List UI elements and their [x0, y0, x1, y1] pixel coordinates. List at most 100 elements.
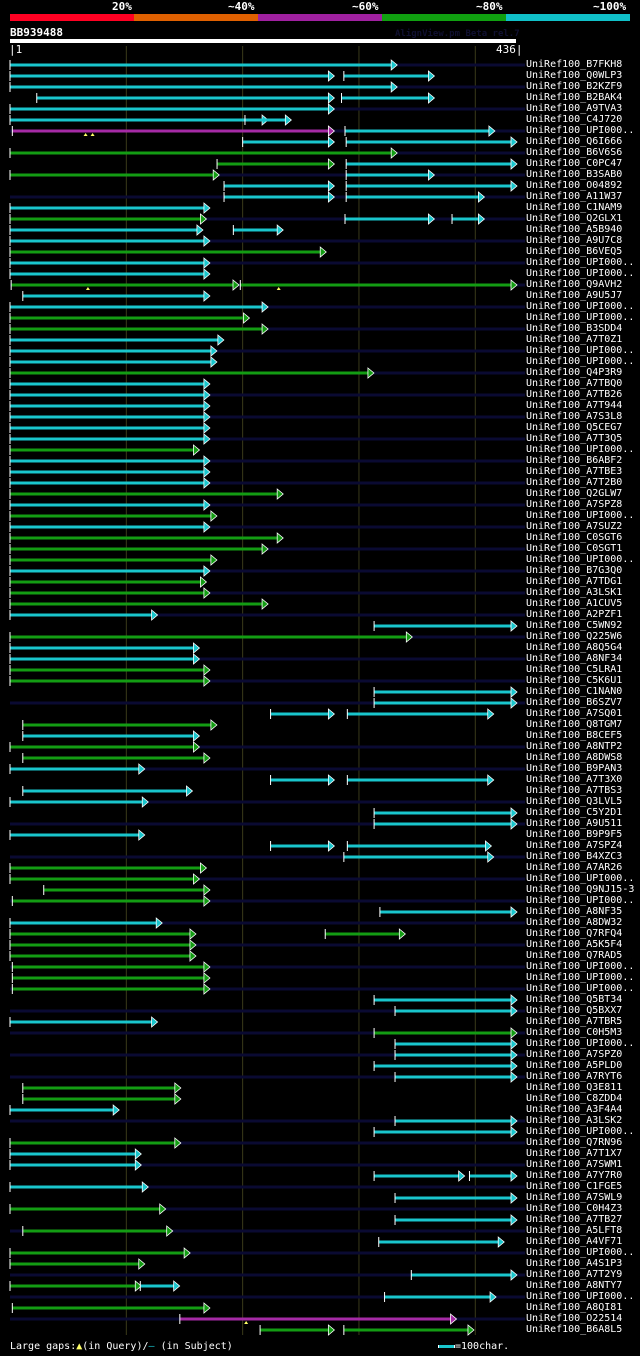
hit-label[interactable]: UniRef100_A7TDG1 [526, 576, 623, 587]
hit-label[interactable]: UniRef100_A7Y7R0 [526, 1170, 623, 1181]
hit-label[interactable]: UniRef100_C5Y2D1 [526, 807, 623, 818]
hit-label[interactable]: UniRef100_Q5CEG7 [526, 422, 623, 433]
hit-label[interactable]: UniRef100_A8NTY7 [526, 1280, 623, 1291]
hit-label[interactable]: UniRef100_B9P9F5 [526, 829, 623, 840]
hit-label[interactable]: UniRef100_C5K6U1 [526, 675, 623, 686]
hit-label[interactable]: UniRef100_A8DW32 [526, 917, 623, 928]
hit-label[interactable]: UniRef100_Q225W6 [526, 631, 623, 642]
hit-label[interactable]: UniRef100_C1NAN0 [526, 686, 623, 697]
hit-label[interactable]: UniRef100_A8Q5G4 [526, 642, 623, 653]
hit-label[interactable]: UniRef100_A8QI81 [526, 1302, 623, 1313]
hit-label[interactable]: UniRef100_A7TBS3 [526, 785, 623, 796]
hit-label[interactable]: UniRef100_A5LFT8 [526, 1225, 623, 1236]
hit-label[interactable]: UniRef100_Q4P3R9 [526, 367, 623, 378]
hit-label[interactable]: UniRef100_UPI000.. [526, 1126, 635, 1137]
hit-label[interactable]: UniRef100_A7SWM1 [526, 1159, 623, 1170]
hit-label[interactable]: UniRef100_B3SAB0 [526, 169, 623, 180]
hit-label[interactable]: UniRef100_Q0WLP3 [526, 70, 623, 81]
hit-label[interactable]: UniRef100_UPI000.. [526, 257, 635, 268]
hit-label[interactable]: UniRef100_Q5BXX7 [526, 1005, 623, 1016]
hit-label[interactable]: UniRef100_UPI000.. [526, 1291, 635, 1302]
hit-label[interactable]: UniRef100_UPI000.. [526, 125, 635, 136]
hit-label[interactable]: UniRef100_UPI000.. [526, 961, 635, 972]
hit-label[interactable]: UniRef100_A8NTP2 [526, 741, 623, 752]
hit-label[interactable]: UniRef100_B2BAK4 [526, 92, 623, 103]
hit-label[interactable]: UniRef100_Q6I666 [526, 136, 623, 147]
hit-label[interactable]: UniRef100_A9U511 [526, 818, 623, 829]
hit-label[interactable]: UniRef100_UPI000.. [526, 510, 635, 521]
hit-label[interactable]: UniRef100_A7TB26 [526, 389, 623, 400]
hit-label[interactable]: UniRef100_A7S3L8 [526, 411, 623, 422]
hit-label[interactable]: UniRef100_A8NF35 [526, 906, 623, 917]
hit-label[interactable]: UniRef100_UPI000.. [526, 1247, 635, 1258]
hit-label[interactable]: UniRef100_A7TBQ0 [526, 378, 623, 389]
hit-label[interactable]: UniRef100_UPI000.. [526, 312, 635, 323]
hit-label[interactable]: UniRef100_Q7RN96 [526, 1137, 623, 1148]
hit-label[interactable]: UniRef100_Q9AVH2 [526, 279, 623, 290]
hit-label[interactable]: UniRef100_O22514 [526, 1313, 623, 1324]
hit-label[interactable]: UniRef100_C4J720 [526, 114, 623, 125]
hit-label[interactable]: UniRef100_A8DWS8 [526, 752, 623, 763]
hit-label[interactable]: UniRef100_A4S1P3 [526, 1258, 623, 1269]
hit-label[interactable]: UniRef100_Q2GLW7 [526, 488, 623, 499]
hit-label[interactable]: UniRef100_Q7RAD5 [526, 950, 623, 961]
hit-label[interactable]: UniRef100_C1NAM9 [526, 202, 623, 213]
hit-label[interactable]: UniRef100_A7TBR5 [526, 1016, 623, 1027]
hit-label[interactable]: UniRef100_C5LRA1 [526, 664, 623, 675]
hit-label[interactable]: UniRef100_Q7RFQ4 [526, 928, 623, 939]
hit-label[interactable]: UniRef100_Q3E811 [526, 1082, 623, 1093]
hit-label[interactable]: UniRef100_UPI000.. [526, 301, 635, 312]
hit-label[interactable]: UniRef100_B7FKH8 [526, 59, 623, 70]
hit-label[interactable]: UniRef100_UPI000.. [526, 345, 635, 356]
hit-label[interactable]: UniRef100_UPI000.. [526, 983, 635, 994]
hit-label[interactable]: UniRef100_B6VEQ5 [526, 246, 623, 257]
hit-label[interactable]: UniRef100_C1FGE5 [526, 1181, 623, 1192]
hit-label[interactable]: UniRef100_A7RYT6 [526, 1071, 623, 1082]
hit-label[interactable]: UniRef100_C8ZDD4 [526, 1093, 623, 1104]
hit-label[interactable]: UniRef100_A7T2B0 [526, 477, 623, 488]
hit-label[interactable]: UniRef100_UPI000.. [526, 554, 635, 565]
hit-label[interactable]: UniRef100_A7TBE3 [526, 466, 623, 477]
hit-label[interactable]: UniRef100_B8CEF5 [526, 730, 623, 741]
hit-label[interactable]: UniRef100_A3LSK2 [526, 1115, 623, 1126]
hit-label[interactable]: UniRef100_A2PZF1 [526, 609, 623, 620]
hit-label[interactable]: UniRef100_A5B940 [526, 224, 623, 235]
hit-label[interactable]: UniRef100_B2KZF9 [526, 81, 623, 92]
hit-label[interactable]: UniRef100_A9U7C8 [526, 235, 623, 246]
hit-label[interactable]: UniRef100_UPI000.. [526, 444, 635, 455]
hit-label[interactable]: UniRef100_A11W37 [526, 191, 623, 202]
hit-label[interactable]: UniRef100_Q3LVL5 [526, 796, 623, 807]
hit-label[interactable]: UniRef100_A7SPZ8 [526, 499, 623, 510]
hit-label[interactable]: UniRef100_UPI000.. [526, 1038, 635, 1049]
hit-label[interactable]: UniRef100_A7SPZ0 [526, 1049, 623, 1060]
hit-label[interactable]: UniRef100_Q9NJ15-3 [526, 884, 635, 895]
hit-label[interactable]: UniRef100_C0SGT6 [526, 532, 623, 543]
hit-label[interactable]: UniRef100_C0H5M3 [526, 1027, 623, 1038]
hit-label[interactable]: UniRef100_B6SZV7 [526, 697, 623, 708]
hit-label[interactable]: UniRef100_B6ABF2 [526, 455, 623, 466]
hit-label[interactable]: UniRef100_A7AR26 [526, 862, 623, 873]
hit-label[interactable]: UniRef100_A7T0Z1 [526, 334, 623, 345]
hit-label[interactable]: UniRef100_A7SQ01 [526, 708, 623, 719]
hit-label[interactable]: UniRef100_UPI000.. [526, 895, 635, 906]
hit-label[interactable]: UniRef100_B3SDD4 [526, 323, 623, 334]
hit-label[interactable]: UniRef100_A7T1X7 [526, 1148, 623, 1159]
hit-label[interactable]: UniRef100_A7TB27 [526, 1214, 623, 1225]
hit-label[interactable]: UniRef100_UPI000.. [526, 268, 635, 279]
hit-label[interactable]: UniRef100_A3F4A4 [526, 1104, 623, 1115]
hit-label[interactable]: UniRef100_A7SPZ4 [526, 840, 623, 851]
hit-label[interactable]: UniRef100_UPI000.. [526, 972, 635, 983]
hit-label[interactable]: UniRef100_C0H4Z3 [526, 1203, 623, 1214]
hit-label[interactable]: UniRef100_A5PLD0 [526, 1060, 623, 1071]
hit-label[interactable]: UniRef100_A7T3Q5 [526, 433, 623, 444]
hit-label[interactable]: UniRef100_Q8TGM7 [526, 719, 623, 730]
hit-label[interactable]: UniRef100_C5WN92 [526, 620, 623, 631]
hit-label[interactable]: UniRef100_Q2GLX1 [526, 213, 623, 224]
hit-label[interactable]: UniRef100_B9PAN3 [526, 763, 623, 774]
hit-label[interactable]: UniRef100_UPI000.. [526, 873, 635, 884]
hit-label[interactable]: UniRef100_A9U5J7 [526, 290, 623, 301]
hit-label[interactable]: UniRef100_B6V6S6 [526, 147, 623, 158]
hit-label[interactable]: UniRef100_C0SGT1 [526, 543, 623, 554]
hit-label[interactable]: UniRef100_C0PC47 [526, 158, 623, 169]
hit-label[interactable]: UniRef100_A7T3X0 [526, 774, 623, 785]
